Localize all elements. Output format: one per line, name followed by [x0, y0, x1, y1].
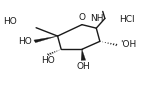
Text: 'OH: 'OH	[120, 40, 136, 49]
Polygon shape	[81, 49, 86, 60]
Text: HCl: HCl	[119, 15, 135, 24]
Text: HO: HO	[41, 56, 55, 65]
Polygon shape	[34, 36, 58, 43]
Text: OH: OH	[77, 62, 90, 71]
Text: O: O	[78, 13, 85, 22]
Text: HO: HO	[18, 37, 32, 46]
Text: NH: NH	[90, 14, 103, 23]
Text: HO: HO	[3, 17, 17, 26]
